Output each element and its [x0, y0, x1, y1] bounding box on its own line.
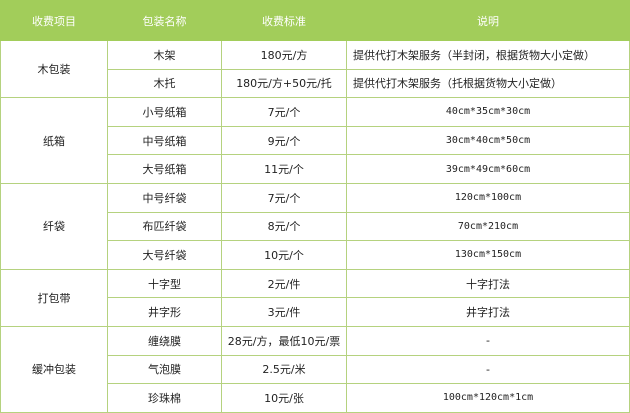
package-name-cell: 十字型 — [107, 268, 222, 299]
header-category: 收费项目 — [0, 0, 108, 41]
description-cell: 提供代打木架服务（半封闭，根据货物大小定做） — [346, 40, 630, 70]
category-cell: 纤袋 — [0, 182, 108, 270]
price-cell: 2.5元/米 — [221, 354, 347, 385]
table-row: 纸箱 小号纸箱 7元/个 40cm*35cm*30cm — [0, 97, 630, 184]
description-cell: 130cm*150cm — [346, 240, 630, 270]
price-cell: 180元/方+50元/托 — [221, 68, 347, 99]
category-cell: 缓冲包装 — [0, 325, 108, 413]
price-cell: 28元/方，最低10元/票 — [221, 325, 347, 356]
table-row: 井字形 3元/件 井字打法 — [1, 297, 630, 327]
price-cell: 8元/个 — [221, 211, 347, 242]
table-row: 木包装 木架 180元/方 提供代打木架服务（半封闭，根据货物大小定做） — [0, 39, 630, 99]
table-row: 大号纸箱 11元/个 39cm*49cm*60cm — [1, 154, 630, 184]
header-package-name: 包装名称 — [107, 0, 222, 41]
description-cell: 70cm*210cm — [346, 211, 630, 242]
price-cell: 2元/件 — [221, 268, 347, 299]
package-name-cell: 中号纤袋 — [107, 182, 222, 213]
table-row: 打包带 十字型 2元/件 十字打法 — [0, 268, 630, 327]
package-name-cell: 井字形 — [107, 297, 222, 327]
table-row: 木托 180元/方+50元/托 提供代打木架服务（托根据货物大小定做） — [1, 68, 630, 99]
price-cell: 10元/个 — [221, 240, 347, 270]
package-name-cell: 大号纤袋 — [107, 240, 222, 270]
package-name-cell: 木托 — [107, 68, 222, 99]
price-cell: 180元/方 — [221, 40, 347, 70]
price-cell: 7元/个 — [221, 97, 347, 127]
category-cell: 木包装 — [0, 39, 108, 99]
table-row: 中号纸箱 9元/个 30cm*40cm*50cm — [1, 125, 630, 156]
price-cell: 10元/张 — [221, 383, 347, 413]
package-name-cell: 气泡膜 — [107, 354, 222, 385]
table-row: 大号纤袋 10元/个 130cm*150cm — [1, 240, 630, 270]
header-price: 收费标准 — [221, 0, 347, 41]
table-row: 纤袋 中号纤袋 7元/个 120cm*100cm — [0, 182, 630, 270]
description-cell: 120cm*100cm — [346, 182, 630, 213]
price-cell: 7元/个 — [221, 182, 347, 213]
table-row: 气泡膜 2.5元/米 - — [1, 354, 630, 385]
price-cell: 9元/个 — [221, 125, 347, 156]
package-name-cell: 缠绕膜 — [107, 325, 222, 356]
description-cell: - — [346, 354, 630, 385]
description-cell: 100cm*120cm*1cm — [346, 383, 630, 413]
description-cell: 提供代打木架服务（托根据货物大小定做） — [346, 68, 630, 99]
table-body: 木包装 木架 180元/方 提供代打木架服务（半封闭，根据货物大小定做） 木托 180元/… — [0, 39, 630, 413]
package-name-cell: 木架 — [107, 40, 222, 70]
category-cell: 打包带 — [0, 268, 108, 327]
description-cell: 30cm*40cm*50cm — [346, 125, 630, 156]
package-name-cell: 大号纸箱 — [107, 154, 222, 184]
description-cell: 39cm*49cm*60cm — [346, 154, 630, 184]
table-header: 收费项目 包装名称 收费标准 说明 — [0, 0, 630, 41]
table-row: 珍珠棉 10元/张 100cm*120cm*1cm — [1, 383, 630, 413]
package-name-cell: 中号纸箱 — [107, 125, 222, 156]
price-cell: 3元/件 — [221, 297, 347, 327]
header-description: 说明 — [346, 0, 630, 41]
description-cell: - — [346, 325, 630, 356]
category-cell: 纸箱 — [0, 97, 108, 184]
description-cell: 40cm*35cm*30cm — [346, 97, 630, 127]
package-name-cell: 珍珠棉 — [107, 383, 222, 413]
table-row: 缓冲包装 缠绕膜 28元/方，最低10元/票 - — [0, 325, 630, 413]
package-name-cell: 布匹纤袋 — [107, 211, 222, 242]
description-cell: 十字打法 — [346, 268, 630, 299]
description-cell: 井字打法 — [346, 297, 630, 327]
package-name-cell: 小号纸箱 — [107, 97, 222, 127]
price-cell: 11元/个 — [221, 154, 347, 184]
